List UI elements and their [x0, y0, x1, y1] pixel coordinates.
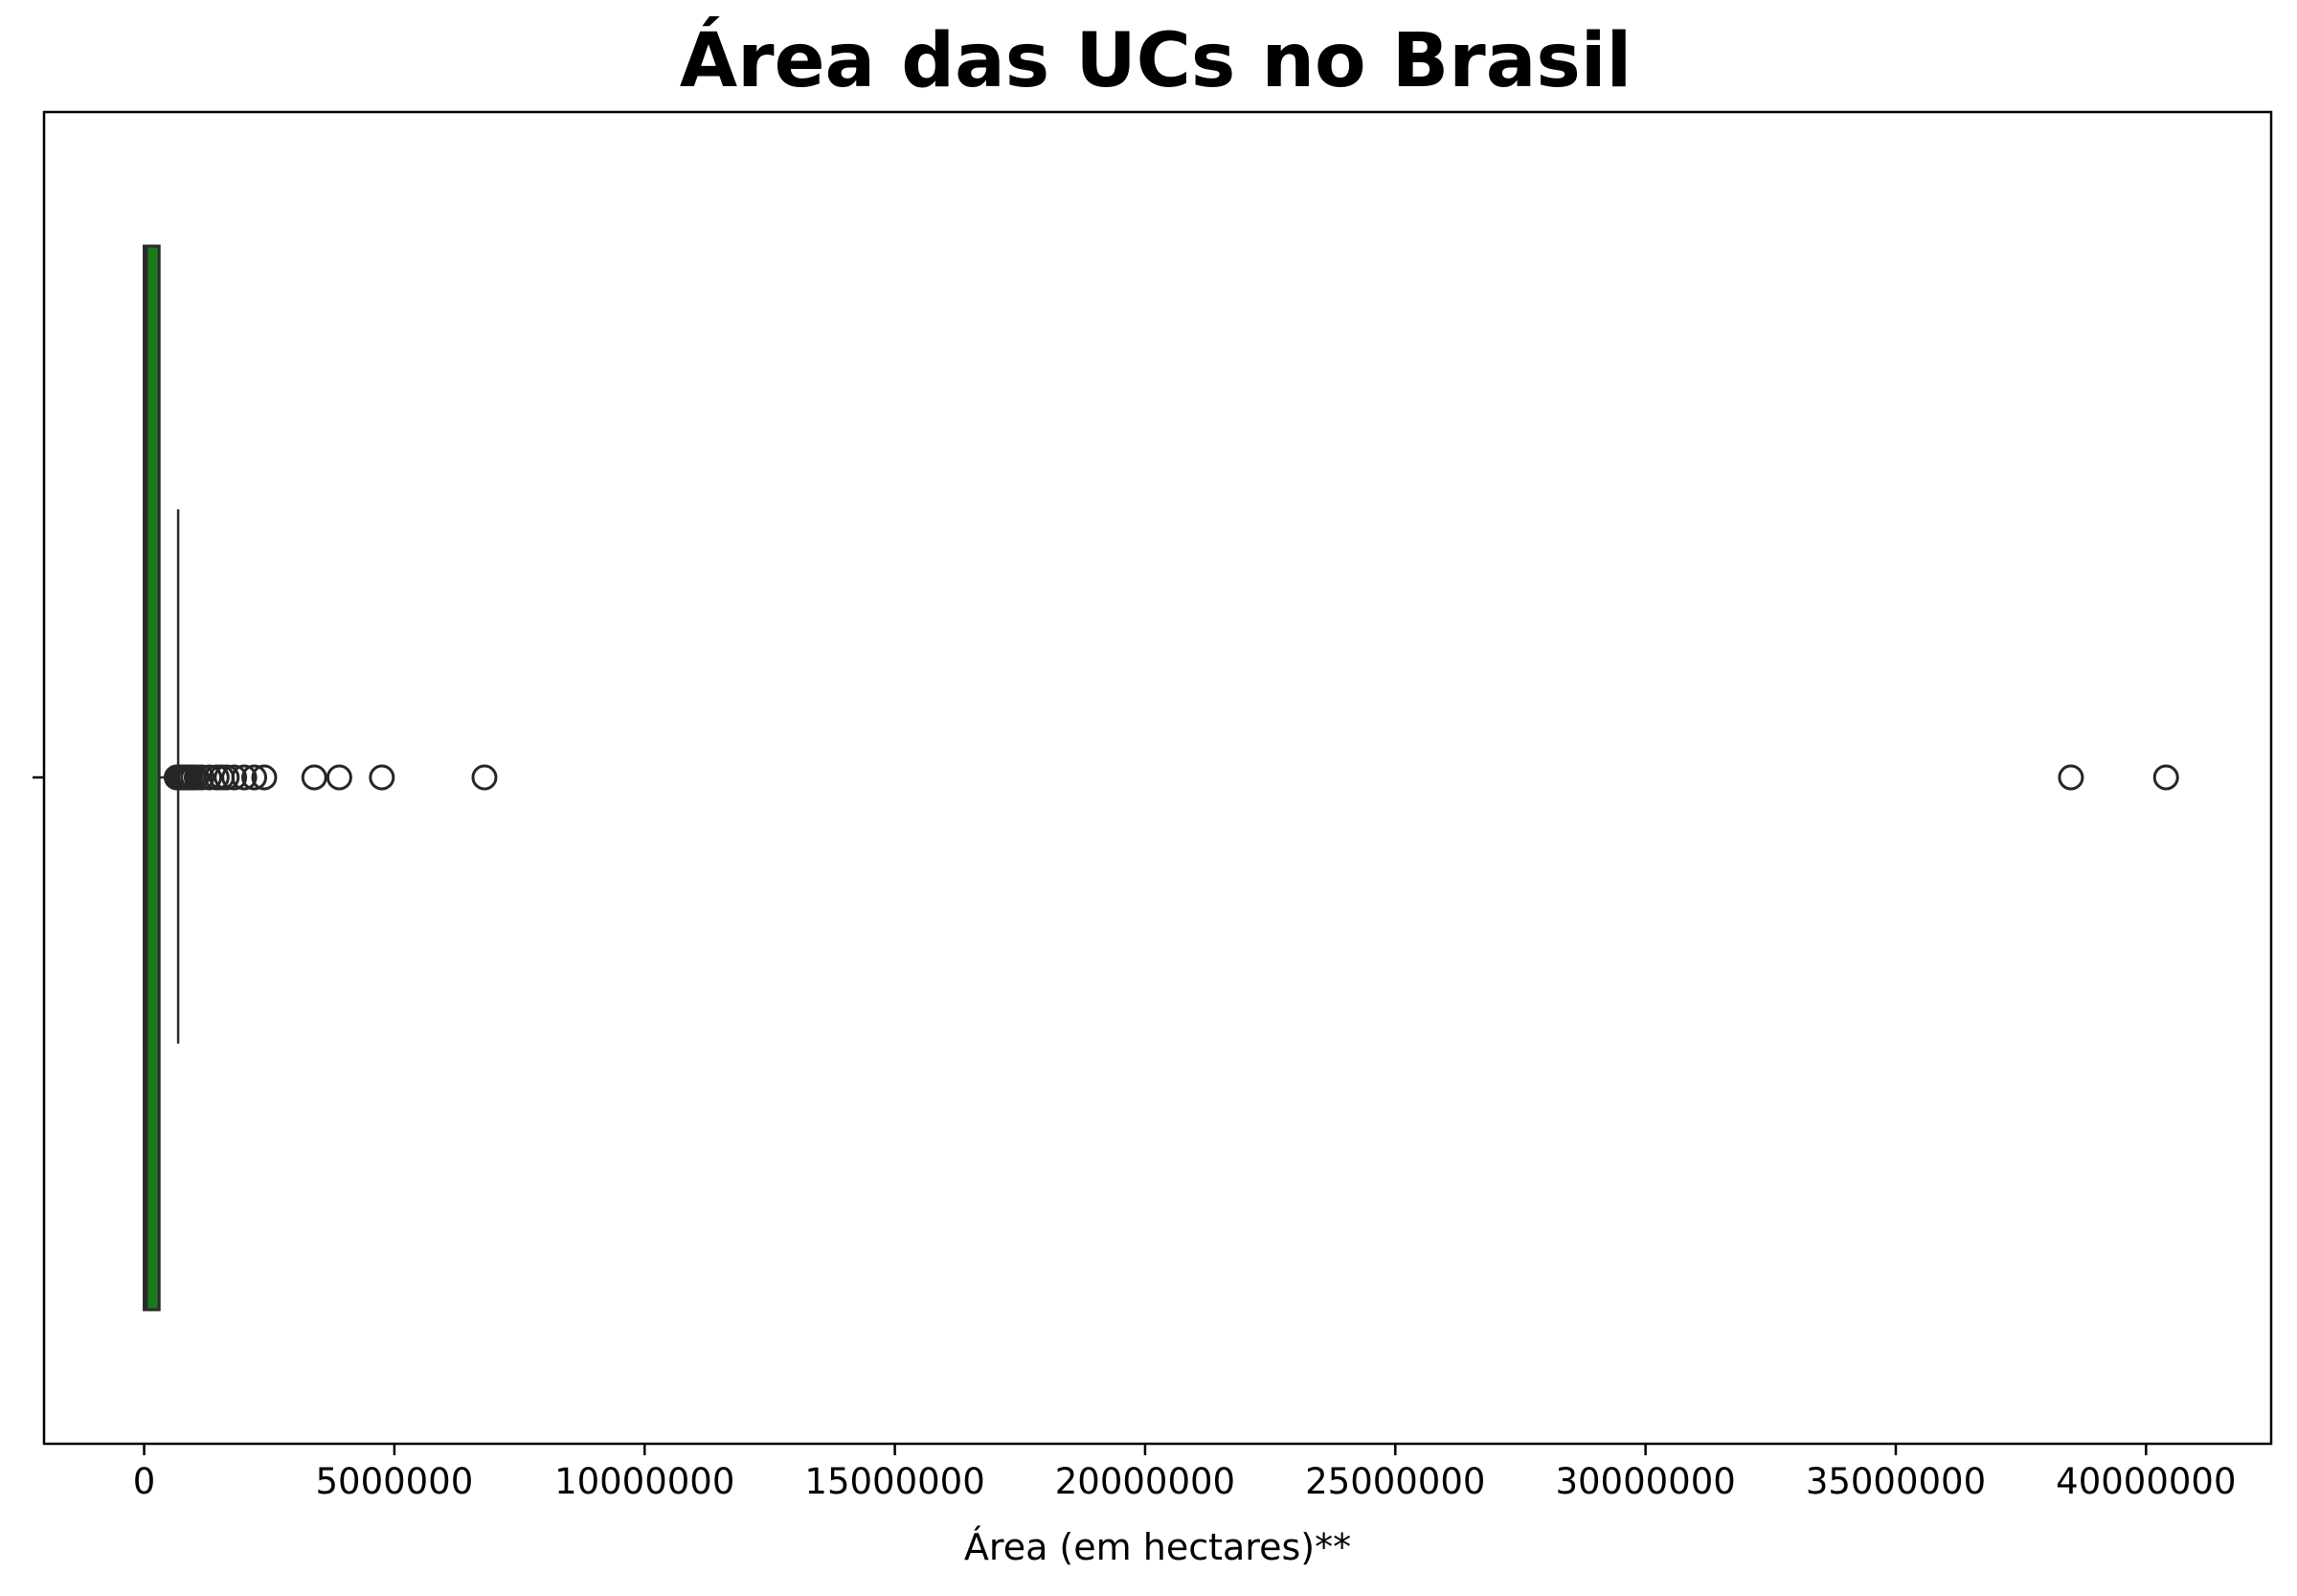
outlier-point	[2058, 764, 2084, 791]
chart-title: Área das UCs no Brasil	[680, 16, 1632, 104]
outliers	[164, 764, 2179, 791]
x-tick-label: 15000000	[804, 1461, 984, 1502]
outlier-point	[241, 764, 268, 791]
box-iqr	[143, 244, 161, 1312]
outlier-point	[301, 764, 327, 791]
outlier-point	[251, 764, 278, 791]
outlier-point	[471, 764, 498, 791]
x-tick-label: 5000000	[315, 1461, 473, 1502]
outlier-point	[369, 764, 395, 791]
x-tick-label: 10000000	[554, 1461, 734, 1502]
x-tick-label: 40000000	[2056, 1461, 2236, 1502]
outlier-point	[231, 764, 258, 791]
outlier-point	[326, 764, 352, 791]
x-axis: 0 5000000 10000000 15000000 20000000 25000000…	[133, 1444, 2236, 1502]
outlier-point	[189, 764, 215, 791]
outlier-point	[2152, 764, 2179, 791]
x-axis-label: Área (em hectares)**	[964, 1526, 1351, 1568]
outlier-point	[195, 764, 222, 791]
outlier-point	[214, 764, 240, 791]
x-tick-label: 25000000	[1305, 1461, 1485, 1502]
outlier-point	[221, 764, 248, 791]
plot-area	[42, 110, 2273, 1446]
x-tick-label: 0	[133, 1461, 156, 1502]
x-tick-label: 20000000	[1055, 1461, 1235, 1502]
x-tick-label: 30000000	[1555, 1461, 1735, 1502]
x-tick-label: 35000000	[1806, 1461, 1986, 1502]
